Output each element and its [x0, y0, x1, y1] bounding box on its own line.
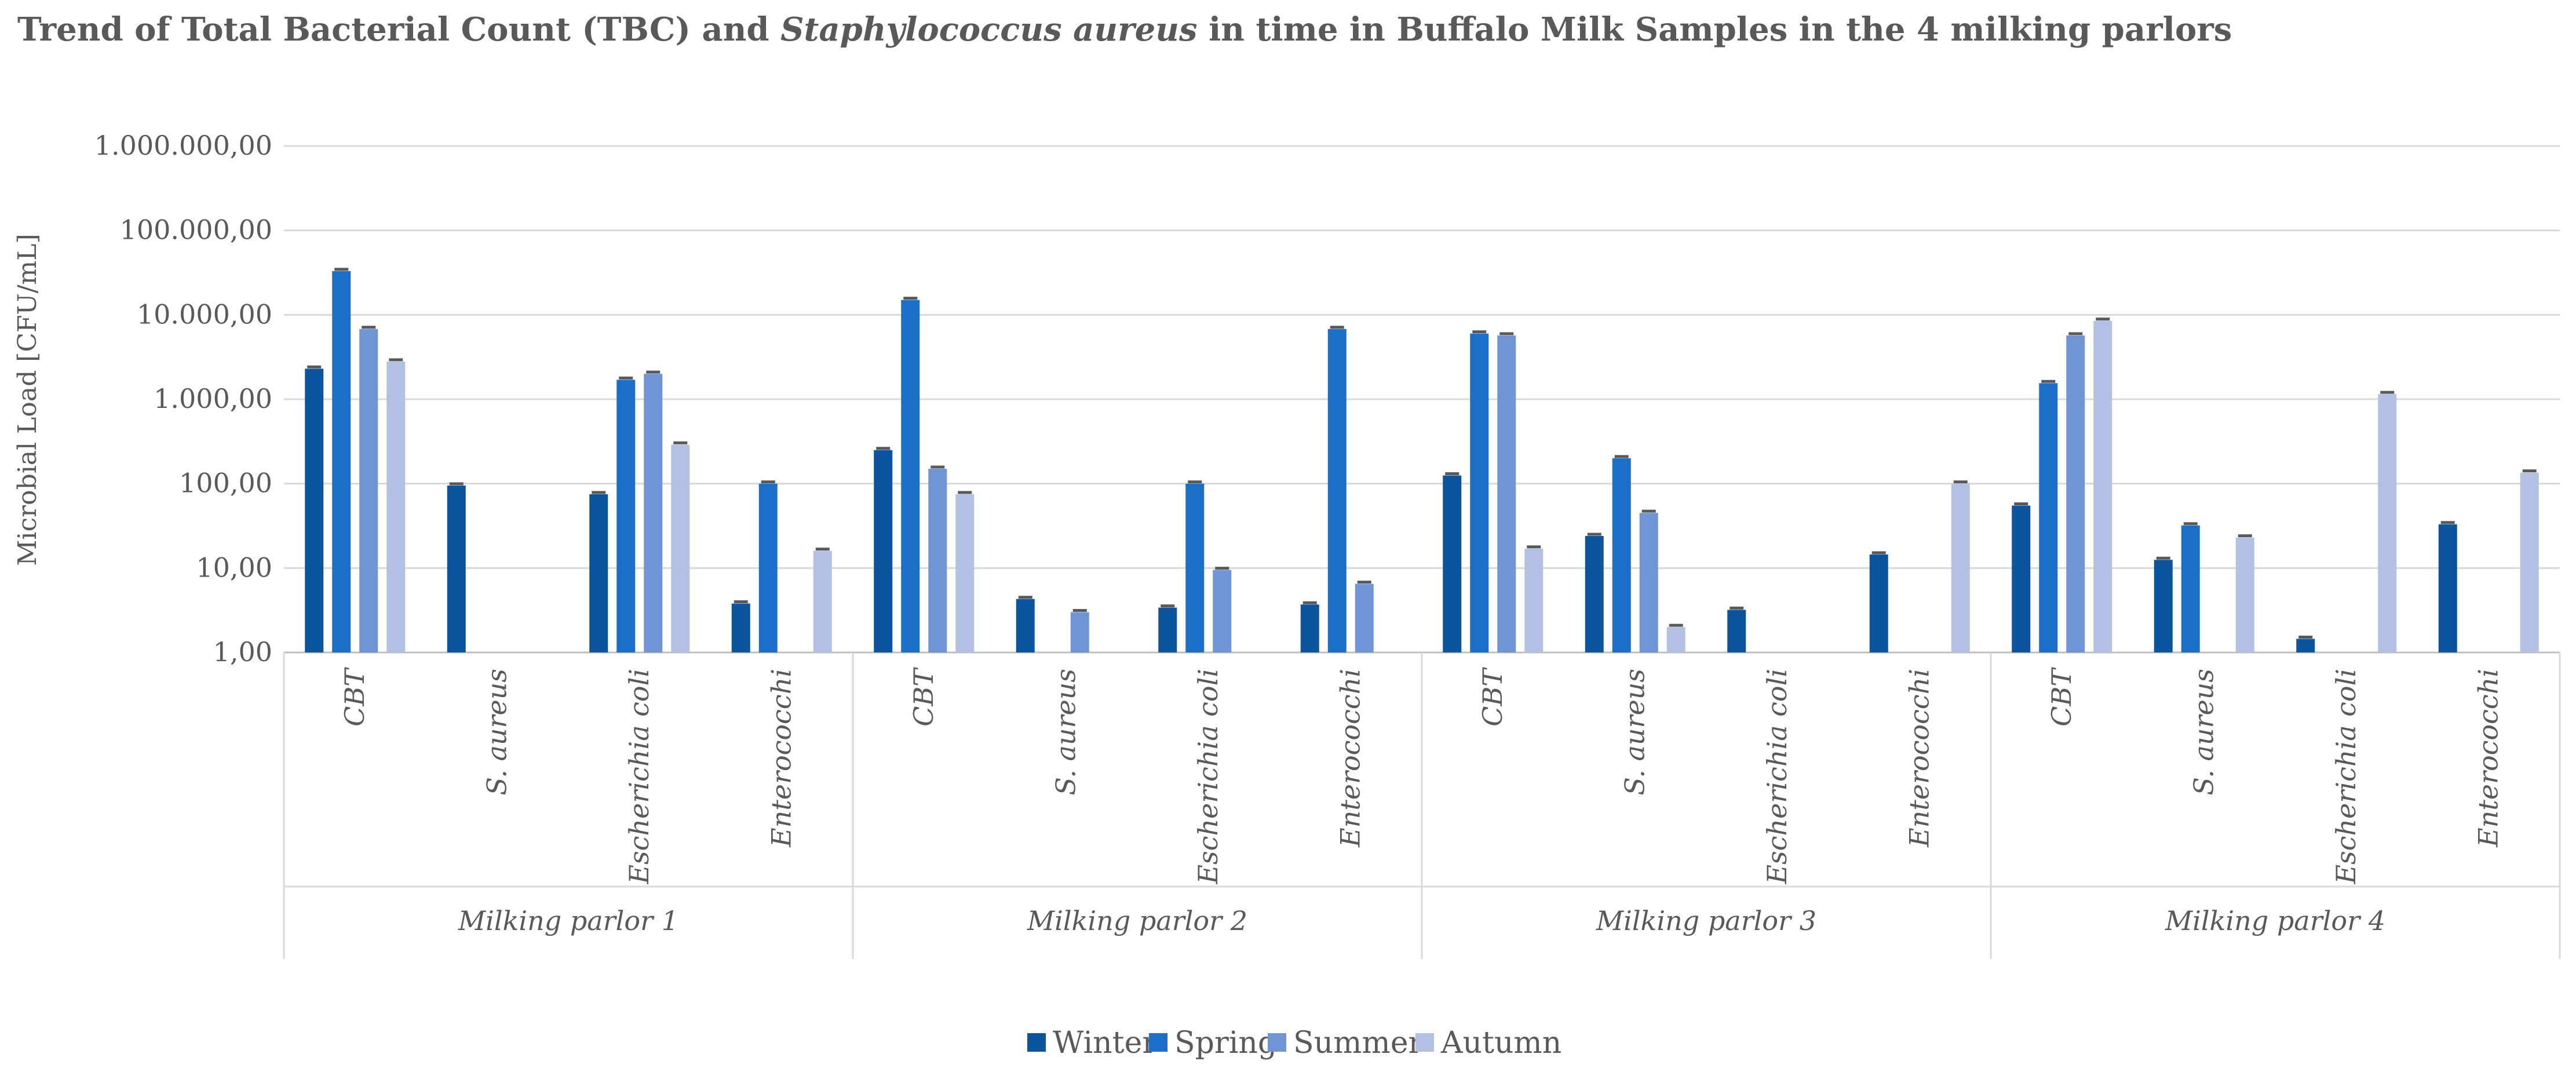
bar-winter — [589, 494, 608, 652]
y-tick-label: 1.000,00 — [154, 383, 272, 414]
bar-winter — [1727, 610, 1746, 652]
y-tick-label: 1.000.000,00 — [94, 130, 272, 161]
grid-lines — [284, 145, 2560, 654]
group-label: Milking parlor 4 — [2165, 905, 2385, 936]
category-label: CBT — [908, 667, 939, 727]
chart-title-part: in time in Buffalo Milk Samples in the 4… — [1197, 10, 2232, 49]
bar-summer — [359, 329, 378, 652]
y-tick-label: 1,00 — [213, 636, 272, 668]
bar-summer — [1497, 335, 1516, 652]
legend-label: Summer — [1293, 1026, 1423, 1060]
bar-spring — [1612, 458, 1631, 652]
y-axis-label: Microbial Load [CFU/mL] — [13, 234, 42, 566]
legend-label: Autumn — [1440, 1026, 1561, 1060]
bars — [305, 268, 2539, 653]
y-tick-label: 100.000,00 — [120, 214, 272, 246]
bar-spring — [2181, 525, 2200, 652]
legend: Winter Spring Summer Autumn — [1027, 1026, 1561, 1060]
category-label: Enterococchi — [765, 669, 797, 848]
category-label: CBT — [1477, 667, 1508, 727]
bar-summer — [1070, 612, 1089, 652]
bar-autumn — [955, 494, 975, 652]
bar-winter — [731, 603, 750, 652]
x-axis: CBT S. aureus Escherichia coli Enterococchi… — [283, 652, 2561, 959]
group-label: Milking parlor 2 — [1027, 905, 1247, 936]
legend-label: Spring — [1174, 1026, 1277, 1060]
y-tick-label: 10.000,00 — [137, 298, 272, 330]
category-label: S. aureus — [1050, 669, 1081, 796]
bar-winter — [1016, 599, 1035, 652]
category-label: S. aureus — [481, 669, 512, 796]
bar-winter — [2154, 560, 2173, 652]
bar-autumn — [2378, 394, 2397, 652]
bar-winter — [1443, 475, 1462, 652]
bar-summer — [1213, 570, 1232, 652]
bar-autumn — [386, 361, 406, 652]
bar-winter — [1585, 535, 1604, 652]
y-tick-label: 100,00 — [179, 468, 272, 499]
bar-spring — [1470, 333, 1489, 652]
bar-spring — [2039, 383, 2058, 652]
bar-winter — [2296, 639, 2315, 652]
bar-winter — [1869, 554, 1888, 652]
bar-winter — [2438, 524, 2457, 652]
bar-autumn — [2093, 320, 2112, 652]
bar-winter — [1158, 607, 1177, 652]
y-axis-ticks: 1,00 10,00 100,00 1.000,00 10.000,00 100.000,… — [94, 130, 272, 668]
bar-winter — [874, 450, 893, 652]
bar-summer — [2066, 335, 2085, 652]
y-tick-label: 10,00 — [196, 552, 272, 583]
category-label: CBT — [339, 667, 370, 727]
group-label: Milking parlor 3 — [1596, 905, 1816, 936]
category-label: Enterococchi — [1334, 669, 1366, 848]
bar-winter — [447, 485, 466, 652]
bar-autumn — [813, 550, 832, 652]
legend-swatch-spring — [1149, 1033, 1167, 1052]
bar-summer — [928, 469, 947, 652]
category-label: Escherichia coli — [1192, 669, 1224, 885]
bar-spring — [332, 271, 351, 653]
category-label: Escherichia coli — [1761, 669, 1793, 885]
group-label: Milking parlor 1 — [458, 905, 678, 936]
bar-autumn — [1524, 548, 1544, 652]
bar-spring — [758, 483, 778, 652]
bar-summer — [1639, 513, 1658, 652]
chart-title: Trend of Total Bacterial Count (TBC) and… — [17, 10, 2232, 49]
category-label: S. aureus — [1619, 669, 1650, 796]
category-label: S. aureus — [2188, 669, 2219, 796]
bar-winter — [1300, 604, 1319, 652]
legend-swatch-summer — [1268, 1033, 1286, 1052]
bar-autumn — [671, 444, 690, 652]
bar-autumn — [1666, 627, 1685, 652]
bar-summer — [1355, 584, 1374, 652]
chart-title-part: Trend of Total Bacterial Count (TBC) and — [17, 10, 781, 49]
legend-swatch-winter — [1027, 1033, 1046, 1052]
chart-title-part: Staphylococcus aureus — [780, 10, 1198, 49]
bar-autumn — [2520, 472, 2539, 652]
bar-spring — [1185, 483, 1205, 652]
category-label: Enterococchi — [1903, 669, 1935, 848]
bar-autumn — [1951, 483, 1970, 652]
legend-swatch-autumn — [1415, 1033, 1434, 1052]
category-label: CBT — [2046, 667, 2077, 727]
bar-spring — [1327, 329, 1347, 652]
bar-autumn — [2235, 537, 2254, 652]
legend-label: Winter — [1053, 1026, 1156, 1060]
bar-winter — [305, 369, 324, 652]
bar-summer — [644, 374, 663, 652]
bar-spring — [616, 380, 636, 652]
bar-winter — [2012, 505, 2031, 652]
category-label: Enterococchi — [2472, 669, 2504, 848]
category-label: Escherichia coli — [623, 669, 655, 885]
category-label: Escherichia coli — [2330, 669, 2362, 885]
bar-spring — [901, 300, 920, 652]
